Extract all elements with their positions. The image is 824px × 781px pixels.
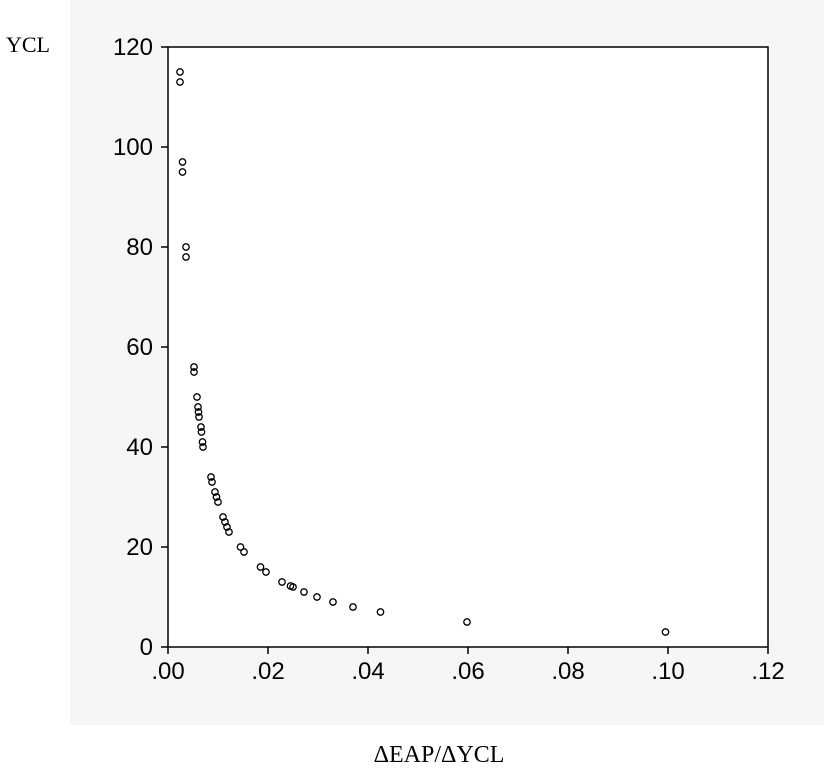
data-point bbox=[463, 618, 471, 626]
data-point bbox=[223, 523, 231, 531]
x-tick-label: .02 bbox=[251, 658, 284, 685]
data-point bbox=[197, 423, 205, 431]
data-point bbox=[194, 403, 202, 411]
data-point bbox=[289, 583, 297, 591]
x-tick-label: .06 bbox=[451, 658, 484, 685]
data-point bbox=[208, 478, 216, 486]
y-tick-label: 60 bbox=[126, 334, 153, 361]
data-point bbox=[182, 253, 190, 261]
x-axis-label: ΔEAP/ΔYCL bbox=[374, 742, 505, 768]
y-tick-label: 20 bbox=[126, 534, 153, 561]
data-point bbox=[221, 518, 229, 526]
data-points bbox=[176, 68, 670, 636]
data-point bbox=[193, 393, 201, 401]
data-point bbox=[214, 498, 222, 506]
y-tick-label: 80 bbox=[126, 234, 153, 261]
data-point bbox=[349, 603, 357, 611]
data-point bbox=[661, 628, 670, 636]
x-axis: .00 .02 .04 .06 .08 .10 .12 bbox=[151, 647, 785, 685]
data-point bbox=[207, 473, 215, 481]
data-point bbox=[194, 408, 203, 416]
y-tick-label: 0 bbox=[140, 634, 153, 661]
y-axis: 0 20 40 60 80 100 120 bbox=[113, 34, 168, 661]
x-tick-label: .08 bbox=[551, 658, 584, 685]
data-point bbox=[197, 428, 206, 436]
data-point bbox=[190, 363, 198, 371]
data-point bbox=[182, 243, 190, 251]
data-point bbox=[195, 413, 203, 421]
data-point bbox=[178, 158, 187, 166]
y-tick-label: 120 bbox=[113, 34, 153, 61]
data-point bbox=[219, 513, 227, 521]
plot-area-frame bbox=[167, 46, 769, 648]
y-axis-label: YCL bbox=[6, 32, 50, 57]
data-point bbox=[178, 168, 187, 176]
data-point bbox=[236, 543, 245, 551]
data-point bbox=[211, 488, 219, 496]
data-point bbox=[199, 443, 207, 451]
data-point bbox=[262, 568, 270, 576]
data-point bbox=[256, 563, 265, 571]
x-tick-label: .00 bbox=[151, 658, 184, 685]
data-point bbox=[190, 368, 198, 376]
data-point bbox=[176, 68, 184, 76]
data-point bbox=[240, 548, 248, 556]
y-tick-label: 40 bbox=[126, 434, 153, 461]
x-tick-label: .12 bbox=[751, 658, 784, 685]
data-point bbox=[278, 578, 286, 586]
x-tick-label: .04 bbox=[351, 658, 384, 685]
y-tick-label: 100 bbox=[113, 134, 153, 161]
data-point bbox=[176, 78, 184, 86]
data-point bbox=[313, 593, 321, 601]
data-point bbox=[329, 598, 337, 606]
data-point bbox=[225, 528, 233, 536]
data-point bbox=[212, 493, 221, 501]
x-tick-label: .10 bbox=[651, 658, 684, 685]
data-point bbox=[300, 588, 308, 596]
data-point bbox=[376, 608, 385, 616]
data-point bbox=[198, 438, 207, 446]
